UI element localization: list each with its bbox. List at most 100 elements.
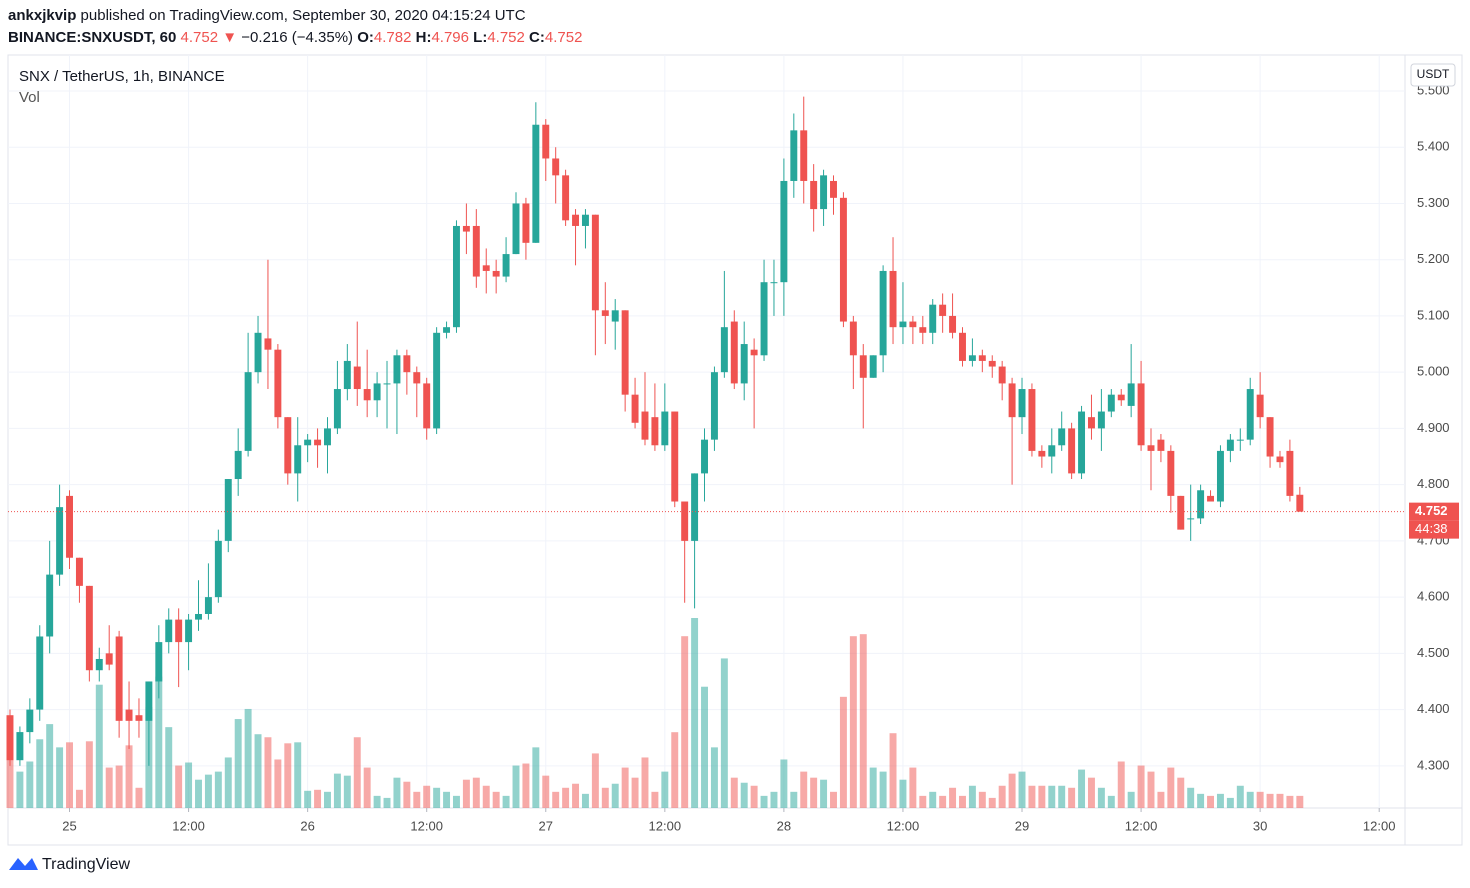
candle-body (859, 355, 867, 378)
candle-body (185, 619, 193, 643)
x-tick-label: 12:00 (410, 818, 443, 833)
candle-body (1226, 439, 1234, 451)
volume-bar (26, 761, 34, 808)
volume-bar (403, 781, 411, 808)
volume-bar (105, 767, 113, 808)
candle-body (661, 411, 669, 446)
volume-bar (1048, 785, 1056, 808)
y-tick-label: 4.500 (1417, 645, 1450, 660)
volume-bar (750, 785, 758, 808)
candle-body (1078, 411, 1086, 474)
volume-bar (929, 791, 937, 808)
candle-body (1197, 490, 1205, 519)
candle-body (581, 214, 589, 226)
candle-body (839, 197, 847, 322)
candle-body (56, 507, 64, 575)
symbol-line: BINANCE:SNXUSDT, 60 4.752 ▼ −0.216 (−4.3… (8, 29, 582, 46)
volume-bar (56, 747, 64, 808)
candle-body (1087, 417, 1095, 429)
candle-body (423, 383, 431, 429)
candle-body (591, 214, 599, 311)
volume-bar (820, 779, 828, 808)
candle-body (959, 332, 966, 361)
candle-body (542, 124, 550, 159)
currency-label[interactable]: USDT (1417, 67, 1450, 81)
candle-body (770, 282, 778, 284)
volume-bar (899, 779, 907, 808)
candle-body (16, 732, 24, 761)
candle-body (294, 445, 302, 474)
candle-body (95, 658, 103, 671)
volume-bar (1058, 785, 1066, 808)
candle-body (75, 557, 83, 586)
volume-bar (879, 771, 887, 808)
candle-body (720, 327, 728, 373)
volume-bar (433, 787, 441, 808)
candle-body (869, 355, 877, 378)
candle-body (115, 636, 123, 721)
x-tick-label: 12:00 (1363, 818, 1396, 833)
volume-bar (195, 779, 202, 808)
volume-bar (1068, 787, 1076, 808)
volume-bar (1197, 793, 1205, 808)
volume-bar (859, 634, 867, 808)
volume-bar (1038, 785, 1046, 808)
volume-bar (165, 727, 173, 808)
volume-bar (998, 785, 1006, 808)
currency-box[interactable] (1410, 63, 1456, 87)
published: published on TradingView.com, September … (80, 7, 526, 24)
candle-body (740, 344, 748, 384)
candle-body (452, 225, 460, 328)
candle-body (671, 411, 679, 502)
candle-body (1147, 445, 1155, 451)
candle-body (85, 585, 93, 671)
candle-body (284, 417, 292, 474)
candle-body (383, 383, 391, 385)
volume-bar (1097, 787, 1105, 808)
candle-body (343, 360, 351, 390)
candle-body (1058, 428, 1066, 446)
volume-bar (85, 741, 93, 808)
author[interactable]: ankxjkvip (8, 7, 77, 24)
volume-bar (324, 791, 331, 808)
candle-body (790, 130, 798, 181)
volume-bar (1187, 787, 1195, 808)
candle-body (1246, 389, 1254, 440)
candle-body (214, 540, 222, 598)
last-price-label: 4.752 (1415, 503, 1448, 518)
candle-body (1117, 394, 1125, 401)
y-tick-label: 4.400 (1417, 701, 1450, 716)
candle-body (978, 355, 986, 361)
volume-bar (621, 767, 629, 808)
volume-bar (1216, 793, 1224, 808)
candle-body (175, 619, 183, 643)
volume-bar (720, 658, 728, 808)
candle-body (998, 366, 1006, 384)
volume-bar (155, 676, 163, 808)
countdown-box (1409, 520, 1459, 539)
volume-bar (234, 719, 242, 808)
volume-bar (1087, 777, 1095, 808)
change: −0.216 (−4.35%) (241, 29, 354, 46)
candle-body (204, 597, 212, 614)
volume-bar (959, 795, 966, 808)
x-tick-label: 30 (1253, 818, 1267, 833)
volume-bar (254, 734, 262, 808)
candle-body (1018, 389, 1026, 418)
candle-body (1236, 439, 1244, 441)
candle-body (1048, 445, 1056, 457)
volume-bar (919, 795, 927, 808)
candle-body (532, 124, 540, 243)
candle-body (66, 495, 73, 558)
volume-bar (522, 763, 530, 808)
volume-bar (75, 789, 83, 808)
candle-body (552, 158, 560, 176)
candle-body (165, 619, 173, 643)
volume-bar (175, 765, 183, 808)
candle-body (363, 389, 371, 401)
candle-body (611, 310, 619, 322)
volume-bar (264, 737, 272, 808)
volume-bar (284, 743, 292, 808)
volume-bar (572, 783, 580, 808)
volume-bar (135, 787, 143, 808)
